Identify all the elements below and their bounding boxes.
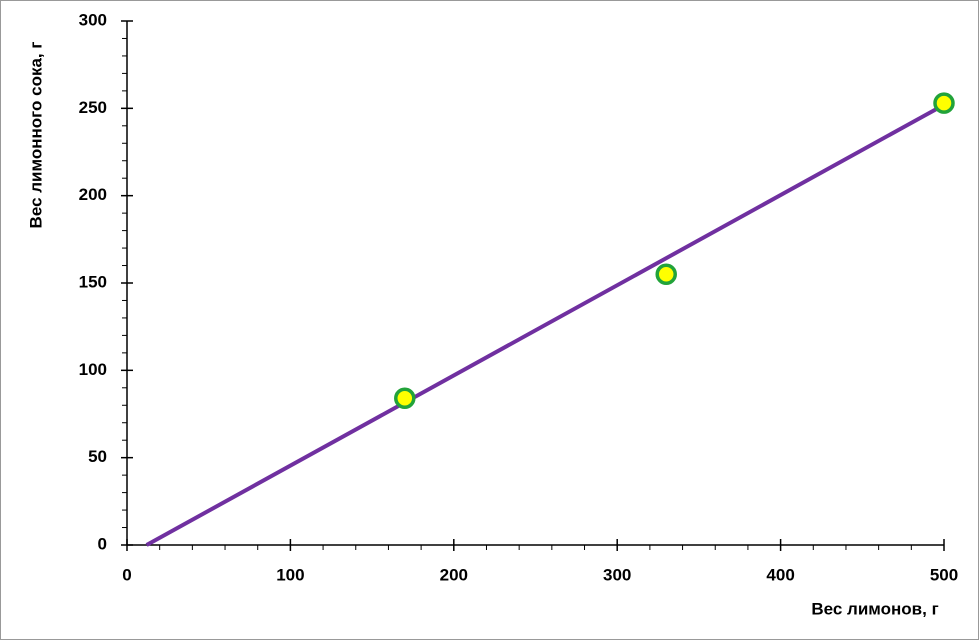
x-tick-label: 500 <box>930 565 958 584</box>
x-tick-label: 200 <box>440 565 468 584</box>
y-tick-label: 150 <box>79 272 107 291</box>
x-tick-label: 0 <box>122 565 131 584</box>
y-tick-label: 50 <box>88 447 107 466</box>
x-tick-label: 300 <box>603 565 631 584</box>
y-axis-label: Вес лимонного сока, г <box>26 42 45 229</box>
y-tick-label: 100 <box>79 360 107 379</box>
trend-line <box>145 103 945 547</box>
data-point <box>933 92 955 114</box>
x-tick-label: 400 <box>766 565 794 584</box>
y-tick-label: 250 <box>79 98 107 117</box>
y-tick-label: 0 <box>98 534 107 553</box>
x-axis-label: Вес лимонов, г <box>811 599 938 618</box>
x-tick-label: 100 <box>276 565 304 584</box>
data-point <box>655 263 677 286</box>
y-tick-label: 200 <box>79 185 107 204</box>
y-tick-label: 300 <box>79 10 107 29</box>
data-point <box>394 387 416 410</box>
